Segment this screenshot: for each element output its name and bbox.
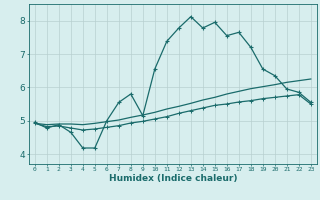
X-axis label: Humidex (Indice chaleur): Humidex (Indice chaleur) bbox=[108, 174, 237, 183]
